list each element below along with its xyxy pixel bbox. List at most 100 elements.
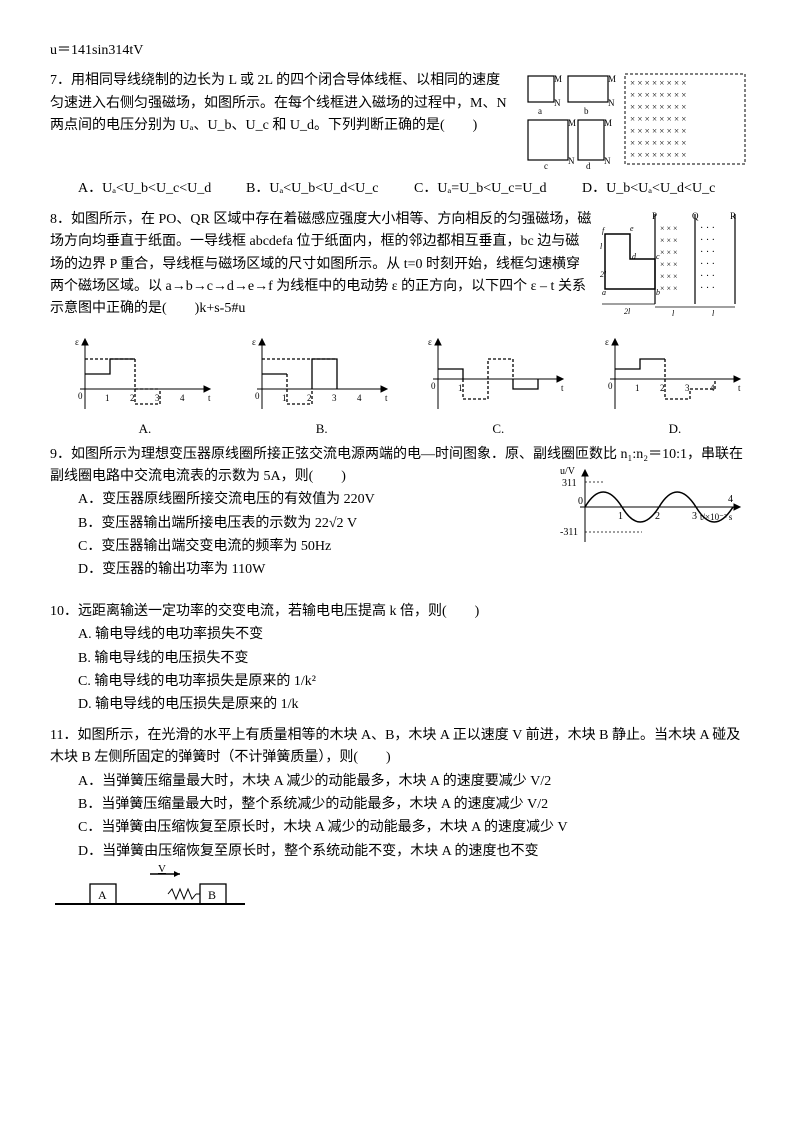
q7-text: 用相同导线绕制的边长为 L 或 2L 的四个闭合导体线框、以相同的速度匀速进入右… xyxy=(50,73,507,133)
svg-text:2l: 2l xyxy=(600,270,607,279)
question-7: ab cd MN MN MN MN × × × × × × × × × × × … xyxy=(50,70,750,170)
svg-text:3: 3 xyxy=(692,511,697,522)
q10-options: A. 输电导线的电功率损失不变 B. 输电导线的电压损失不变 C. 输电导线的电… xyxy=(50,624,750,717)
svg-text:× × × × × × × ×: × × × × × × × × xyxy=(630,126,686,136)
svg-text:× × ×: × × × xyxy=(660,224,678,233)
q8-label-a: A. xyxy=(70,419,220,440)
svg-text:a: a xyxy=(538,106,542,116)
svg-text:· · ·: · · · xyxy=(700,259,715,270)
svg-text:2: 2 xyxy=(307,393,312,403)
svg-text:· · ·: · · · xyxy=(700,223,715,234)
q10-opt-d: D. 输电导线的电压损失是原来的 1/k xyxy=(78,694,750,716)
svg-text:311: 311 xyxy=(562,478,577,489)
svg-text:1: 1 xyxy=(458,383,463,393)
svg-text:3: 3 xyxy=(155,393,160,403)
q11-options: A．当弹簧压缩量最大时，木块 A 减少的动能最多，木块 A 的速度要减少 V/2… xyxy=(50,771,750,864)
svg-text:ε: ε xyxy=(252,337,256,347)
svg-text:c: c xyxy=(656,252,660,261)
q8-graphs: ε 0 1 2 3 4 t A. ε 0 1 2 3 4 t B. xyxy=(70,329,750,440)
svg-text:× × ×: × × × xyxy=(660,284,678,293)
q7-opt-a: A．Uₐ<U_b<U_c<U_d xyxy=(78,178,246,200)
svg-text:b: b xyxy=(584,106,589,116)
svg-text:M: M xyxy=(554,74,562,84)
svg-text:4: 4 xyxy=(180,393,185,403)
svg-text:ε: ε xyxy=(75,337,79,347)
q10-num: 10． xyxy=(50,604,78,619)
svg-text:3: 3 xyxy=(332,393,337,403)
svg-text:0: 0 xyxy=(78,391,83,401)
svg-text:1: 1 xyxy=(105,393,110,403)
q8-num: 8． xyxy=(50,212,71,227)
svg-text:t: t xyxy=(561,383,564,393)
svg-text:a: a xyxy=(602,288,606,297)
q8-graph-a: ε 0 1 2 3 4 t A. xyxy=(70,329,220,440)
svg-text:× × ×: × × × xyxy=(660,236,678,245)
svg-text:M: M xyxy=(568,118,576,128)
q11-opt-d: D．当弹簧由压缩恢复至原长时，整个系统动能不变，木块 A 的速度也不变 xyxy=(78,841,750,863)
svg-text:× × ×: × × × xyxy=(660,260,678,269)
svg-text:l: l xyxy=(600,242,603,251)
svg-text:× × × × × × × ×: × × × × × × × × xyxy=(630,102,686,112)
formula-line: u＝141sin314tV xyxy=(50,40,750,62)
q8-label-c: C. xyxy=(423,419,573,440)
q7-figure: ab cd MN MN MN MN × × × × × × × × × × × … xyxy=(520,70,750,170)
question-9: 9．如图所示为理想变压器原线圈所接正弦交流电源两端的电—时间图象．原、副线圈匝数… xyxy=(50,444,750,583)
question-10: 10．远距离输送一定功率的交变电流，若输电电压提高 k 倍，则( ) A. 输电… xyxy=(50,601,750,717)
svg-text:2: 2 xyxy=(130,393,135,403)
svg-text:0: 0 xyxy=(578,496,583,507)
question-11: 11．如图所示，在光滑的水平上有质量相等的木块 A、B，木块 A 正以速度 V … xyxy=(50,725,750,914)
svg-text:B: B xyxy=(208,888,216,902)
svg-text:4: 4 xyxy=(357,393,362,403)
q11-opt-a: A．当弹簧压缩量最大时，木块 A 减少的动能最多，木块 A 的速度要减少 V/2 xyxy=(78,771,750,793)
svg-text:2l: 2l xyxy=(624,307,631,316)
q8-graph-c: ε 0 1 t C. xyxy=(423,329,573,440)
svg-text:t: t xyxy=(208,393,211,403)
svg-text:3: 3 xyxy=(685,383,690,393)
q11-figure: A B V xyxy=(50,864,750,914)
svg-text:0: 0 xyxy=(431,381,436,391)
svg-text:4: 4 xyxy=(728,494,733,505)
svg-text:u/V: u/V xyxy=(560,466,576,477)
svg-text:-311: -311 xyxy=(560,527,578,538)
svg-text:b: b xyxy=(656,288,660,297)
svg-text:· · ·: · · · xyxy=(700,271,715,282)
q11-opt-b: B．当弹簧压缩量最大时，整个系统减少的动能最多，木块 A 的速度减少 V/2 xyxy=(78,794,750,816)
svg-text:· · ·: · · · xyxy=(700,247,715,258)
svg-text:l: l xyxy=(672,309,675,318)
svg-text:1: 1 xyxy=(282,393,287,403)
q8-label-d: D. xyxy=(600,419,750,440)
q11-text: 如图所示，在光滑的水平上有质量相等的木块 A、B，木块 A 正以速度 V 前进，… xyxy=(50,728,740,765)
svg-text:ε: ε xyxy=(428,337,432,347)
svg-text:M: M xyxy=(608,74,616,84)
q8-text: 如图所示，在 PO、QR 区域中存在着磁感应强度大小相等、方向相反的匀强磁场，磁… xyxy=(50,212,591,317)
svg-text:N: N xyxy=(568,156,575,166)
q8-label-b: B. xyxy=(247,419,397,440)
q8-figure: PQR × × ×× × × × × ×× × × × × ×× × × · ·… xyxy=(600,209,750,319)
svg-text:0: 0 xyxy=(608,381,613,391)
svg-text:1: 1 xyxy=(618,511,623,522)
svg-text:ε: ε xyxy=(605,337,609,347)
svg-text:e: e xyxy=(630,224,634,233)
svg-text:t: t xyxy=(738,383,741,393)
svg-text:4: 4 xyxy=(710,383,715,393)
svg-text:A: A xyxy=(98,888,107,902)
q10-opt-c: C. 输电导线的电功率损失是原来的 1/k² xyxy=(78,671,750,693)
svg-text:P: P xyxy=(652,211,657,221)
svg-text:· · ·: · · · xyxy=(700,283,715,294)
svg-text:t/×10⁻² s: t/×10⁻² s xyxy=(700,512,733,522)
svg-text:t: t xyxy=(385,393,388,403)
q7-opt-c: C．Uₐ=U_b<U_c=U_d xyxy=(414,178,582,200)
svg-text:× × × × × × × ×: × × × × × × × × xyxy=(630,138,686,148)
q10-opt-b: B. 输电导线的电压损失不变 xyxy=(78,648,750,670)
svg-text:2: 2 xyxy=(660,383,665,393)
svg-text:N: N xyxy=(554,98,561,108)
q10-text: 远距离输送一定功率的交变电流，若输电电压提高 k 倍，则( ) xyxy=(78,604,479,619)
svg-text:· · ·: · · · xyxy=(700,235,715,246)
svg-text:× × × × × × × ×: × × × × × × × × xyxy=(630,150,686,160)
q7-opt-d: D．U_b<Uₐ<U_d<U_c xyxy=(582,178,750,200)
q9-opt-d: D．变压器的输出功率为 110W xyxy=(78,559,750,581)
svg-text:d: d xyxy=(586,161,591,170)
svg-text:M: M xyxy=(604,118,612,128)
svg-text:2: 2 xyxy=(655,511,660,522)
svg-text:N: N xyxy=(604,156,611,166)
